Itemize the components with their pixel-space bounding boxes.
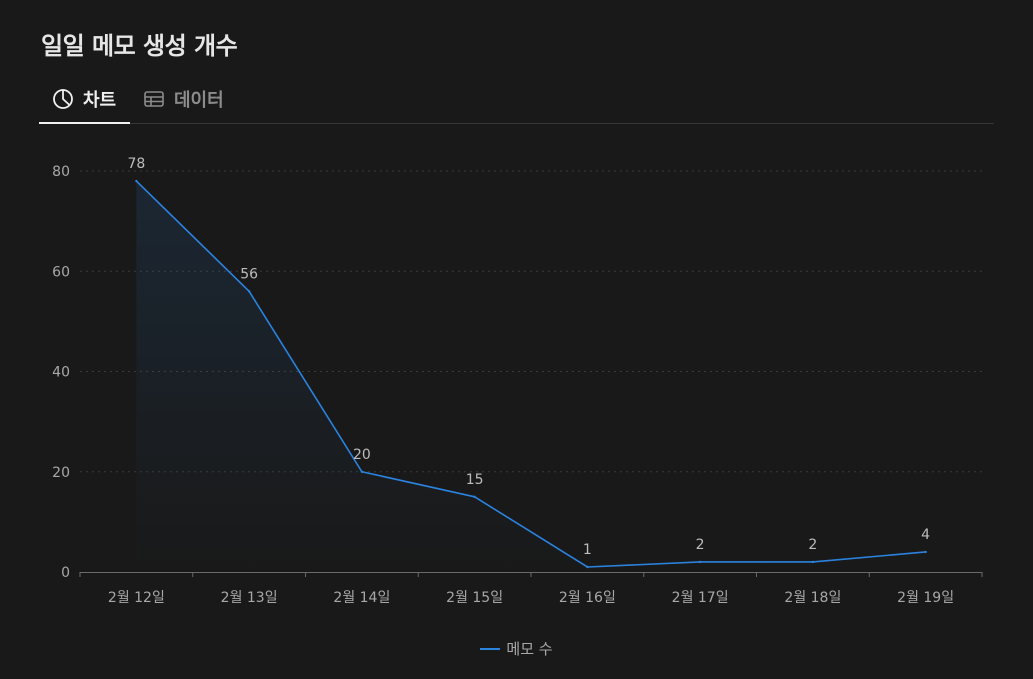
- series-area: [136, 181, 926, 572]
- legend-swatch: [480, 647, 501, 650]
- data-point: [811, 560, 815, 564]
- data-label: 2: [808, 537, 817, 553]
- x-tick-label: 2월 13일: [221, 590, 278, 606]
- x-tick-label: 2월 19일: [897, 590, 954, 606]
- x-tick-label: 2월 12일: [108, 590, 165, 606]
- x-tick-label: 2월 16일: [559, 590, 616, 606]
- pie-chart-icon: [52, 88, 74, 110]
- y-tick-label: 20: [52, 465, 70, 481]
- y-tick-label: 40: [52, 365, 70, 381]
- data-label: 1: [583, 542, 592, 558]
- chart-legend[interactable]: 메모 수: [0, 638, 1033, 659]
- y-tick-label: 60: [52, 264, 70, 280]
- data-label: 15: [466, 472, 484, 488]
- tab-chart[interactable]: 차트: [39, 76, 130, 124]
- data-point: [586, 565, 589, 569]
- tab-data-label: 데이터: [174, 90, 224, 111]
- data-point: [360, 470, 364, 473]
- data-point: [924, 550, 927, 554]
- data-label: 20: [353, 447, 371, 463]
- active-tab-indicator: [39, 122, 130, 124]
- y-tick-label: 0: [61, 565, 70, 581]
- tab-chart-label: 차트: [83, 90, 117, 111]
- data-point: [473, 495, 476, 499]
- data-label: 2: [696, 537, 705, 553]
- legend-label: 메모 수: [506, 640, 553, 658]
- data-label: 78: [127, 156, 145, 172]
- view-tabs: 차트 데이터: [39, 76, 994, 124]
- page-title: 일일 메모 생성 개수: [41, 32, 238, 60]
- x-tick-label: 2월 17일: [672, 590, 729, 606]
- series-line: [135, 180, 926, 568]
- x-tick-label: 2월 14일: [333, 590, 390, 606]
- data-label: 4: [921, 527, 930, 543]
- x-tick-label: 2월 15일: [446, 590, 503, 606]
- data-point: [698, 560, 702, 564]
- data-point: [135, 179, 138, 183]
- x-tick-label: 2월 18일: [784, 590, 841, 606]
- tab-data[interactable]: 데이터: [143, 76, 224, 122]
- y-tick-label: 80: [52, 164, 70, 180]
- data-label: 56: [240, 266, 258, 282]
- table-icon: [143, 88, 165, 110]
- data-point: [247, 290, 251, 293]
